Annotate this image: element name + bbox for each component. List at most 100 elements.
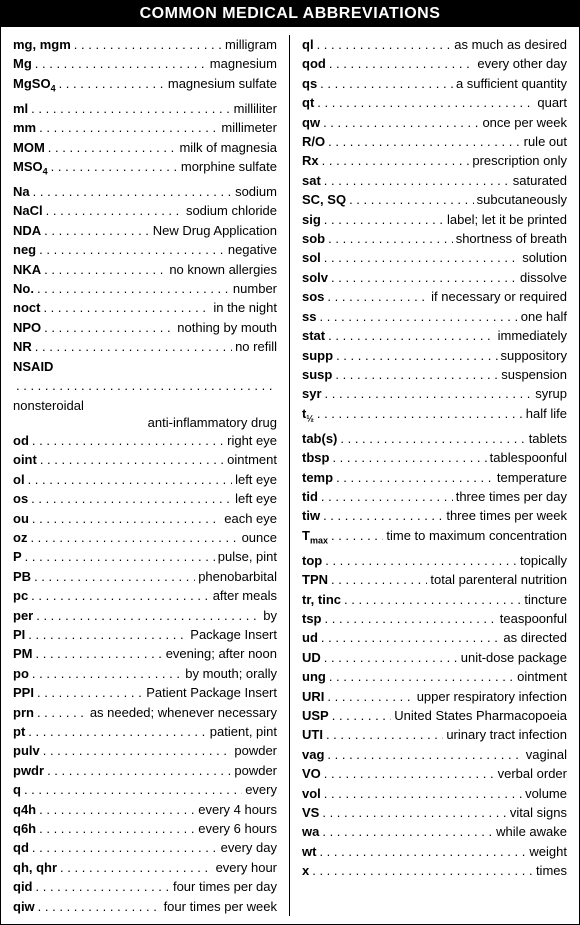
leader-dots	[37, 703, 87, 722]
leader-dots	[47, 761, 231, 780]
abbr-term: Na	[13, 182, 30, 201]
abbr-entry: MSO4morphine sulfate	[13, 157, 277, 182]
abbr-entry: Rxprescription only	[302, 151, 567, 170]
abbr-entry: VS vital signs	[302, 803, 567, 822]
abbr-term: sob	[302, 229, 325, 248]
abbr-term: PPI	[13, 683, 34, 702]
abbr-term: PM	[13, 644, 33, 663]
abbr-term: No.	[13, 279, 34, 298]
abbr-definition: sodium chloride	[186, 201, 277, 220]
abbr-term: Rx	[302, 151, 319, 170]
abbr-entry: NKAno known allergies	[13, 260, 277, 279]
abbr-definition: half life	[526, 404, 567, 423]
abbr-term: qiw	[13, 897, 35, 916]
abbr-term: qt	[302, 93, 314, 112]
abbr-definition: a sufficient quantity	[456, 74, 567, 93]
leader-dots	[32, 664, 182, 683]
leader-dots	[317, 404, 523, 423]
leader-dots	[44, 318, 174, 337]
leader-dots	[36, 606, 260, 625]
abbr-term: UD	[302, 648, 321, 667]
leader-dots	[32, 431, 224, 450]
abbr-definition: urinary tract infection	[446, 725, 567, 744]
abbr-term: po	[13, 664, 29, 683]
title-bar: COMMON MEDICAL ABBREVIATIONS	[1, 1, 579, 27]
abbr-entry: tiwthree times per week	[302, 506, 567, 525]
abbreviations-table: COMMON MEDICAL ABBREVIATIONS mg, mgmmill…	[0, 0, 580, 925]
leader-dots	[44, 221, 150, 240]
abbr-entry: perby	[13, 606, 277, 625]
leader-dots	[328, 229, 453, 248]
abbr-entry: ungointment	[302, 667, 567, 686]
abbr-definition: every 4 hours	[198, 800, 277, 819]
abbr-term: q6h	[13, 819, 36, 838]
abbr-term: PI	[13, 625, 25, 644]
abbr-entry: q6hevery 6 hours	[13, 819, 277, 838]
abbr-entry: R/Orule out	[302, 132, 567, 151]
abbr-entry: noctin the night	[13, 298, 277, 317]
abbr-entry: ozounce	[13, 528, 277, 547]
abbr-definition: number	[233, 279, 277, 298]
abbr-entry: pwdrpowder	[13, 761, 277, 780]
abbr-definition: vaginal	[526, 745, 567, 764]
leader-dots	[37, 279, 230, 298]
abbr-term: per	[13, 606, 33, 625]
leader-dots	[16, 376, 274, 395]
abbr-entry: prnas needed; whenever necessary	[13, 703, 277, 722]
leader-dots	[36, 644, 163, 663]
abbr-definition: New Drug Application	[153, 221, 277, 240]
abbr-entry: Nasodium	[13, 182, 277, 201]
leader-dots	[324, 210, 444, 229]
abbr-entry: q4hevery 4 hours	[13, 800, 277, 819]
abbr-entry: mlmilliliter	[13, 99, 277, 118]
abbr-term: tab(s)	[302, 429, 337, 448]
abbr-definition: right eye	[227, 431, 277, 450]
abbr-entry: solvdissolve	[302, 268, 567, 287]
abbr-definition: United States Pharmacopoeia	[394, 706, 567, 725]
abbr-entry: qidfour times per day	[13, 877, 277, 896]
abbr-entry: udas directed	[302, 628, 567, 647]
abbr-term: ol	[13, 470, 25, 489]
abbr-entry: oueach eye	[13, 509, 277, 528]
abbr-term: ml	[13, 99, 28, 118]
leader-dots	[332, 448, 486, 467]
abbr-term: ss	[302, 307, 316, 326]
abbr-entry: qevery	[13, 780, 277, 799]
abbr-term: top	[302, 551, 322, 570]
abbr-term: tiw	[302, 506, 320, 525]
leader-dots	[324, 171, 510, 190]
abbr-term: ud	[302, 628, 318, 647]
leader-dots	[317, 93, 534, 112]
abbr-entry: odright eye	[13, 431, 277, 450]
abbr-entry: TPNtotal parenteral nutrition	[302, 570, 567, 589]
leader-dots	[336, 346, 497, 365]
abbr-entry: toptopically	[302, 551, 567, 570]
leader-dots	[326, 725, 443, 744]
leader-dots	[317, 35, 452, 54]
abbr-term: q	[13, 780, 21, 799]
abbr-entry: NDA New Drug Application	[13, 221, 277, 240]
abbr-definition: immediately	[498, 326, 567, 345]
leader-dots	[32, 509, 221, 528]
abbr-term: ung	[302, 667, 326, 686]
abbr-entry: ointointment	[13, 450, 277, 469]
abbr-entry: NaClsodium chloride	[13, 201, 277, 220]
abbr-term: Tmax	[302, 526, 328, 551]
abbr-term: NSAID	[13, 357, 53, 376]
leader-dots	[39, 819, 195, 838]
abbr-definition: each eye	[224, 509, 277, 528]
abbr-entry: syrsyrup	[302, 384, 567, 403]
abbr-definition: vital signs	[510, 803, 567, 822]
abbr-term: NDA	[13, 221, 41, 240]
leader-dots	[36, 877, 170, 896]
abbr-definition: nonsteroidal	[13, 396, 84, 415]
abbr-entry: ptpatient, pint	[13, 722, 277, 741]
leader-dots	[59, 74, 165, 93]
abbr-definition: negative	[228, 240, 277, 259]
abbr-definition: as much as desired	[454, 35, 567, 54]
abbr-term: VS	[302, 803, 319, 822]
leader-dots	[43, 298, 210, 317]
leader-dots	[322, 151, 470, 170]
leader-dots	[28, 470, 233, 489]
abbr-term: syr	[302, 384, 322, 403]
